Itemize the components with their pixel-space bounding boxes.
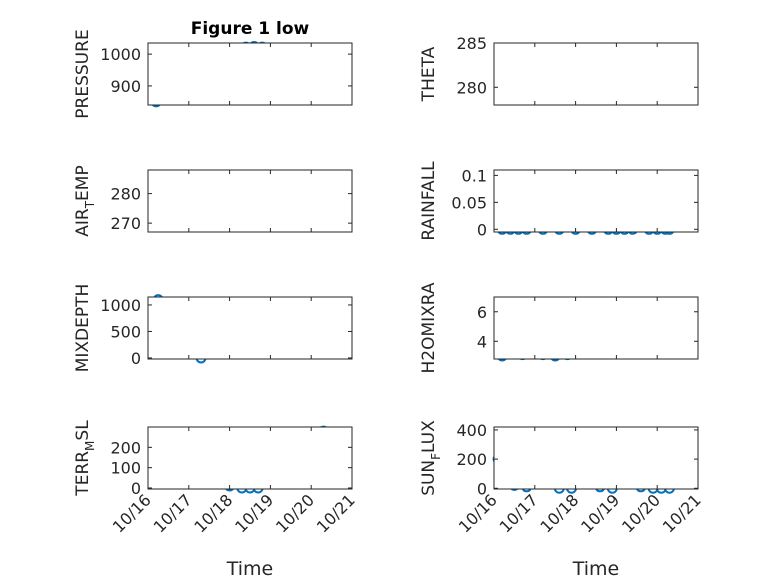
- y-tick-label: 0: [131, 349, 141, 368]
- axes-box: [147, 426, 353, 490]
- y-tick-label: 0.1: [462, 166, 487, 185]
- x-tick-label: 10/20: [272, 490, 318, 536]
- y-tick-label: 0: [477, 479, 487, 498]
- x-tick-label: 10/21: [313, 490, 359, 536]
- y-tick-label: 4: [477, 332, 487, 351]
- y-tick-label: 280: [456, 78, 487, 97]
- axes-box: [493, 426, 699, 490]
- x-tick-label: 10/17: [496, 490, 542, 536]
- y-tick-label: 100: [110, 459, 141, 478]
- chart-title: Figure 1 low: [191, 19, 310, 39]
- x-tick-label: 10/17: [150, 490, 196, 536]
- subplot-1: 900 1000 PRESSURE Figure 1 low: [73, 19, 353, 119]
- y-tick-label: 0: [477, 220, 487, 239]
- y-axis-label: MIXDEPTH: [73, 284, 93, 373]
- y-axis-label: PRESSURE: [73, 29, 93, 118]
- y-tick-label: 400: [456, 421, 487, 440]
- subplot-4: 0 0.05 0.1 RAINFALL: [419, 161, 699, 241]
- y-tick-label: 200: [110, 438, 141, 457]
- subplot-7: 010020010/1610/1710/1810/1910/2010/21Tim…: [73, 420, 359, 580]
- y-tick-label: 6: [477, 303, 487, 322]
- axes-box: [493, 42, 699, 106]
- x-tick-label: 10/20: [618, 490, 664, 536]
- y-tick-label: 200: [456, 450, 487, 469]
- y-tick-label: 900: [110, 77, 141, 96]
- x-tick-label: 10/19: [577, 490, 623, 536]
- y-tick-label: 0.05: [451, 193, 487, 212]
- y-tick-label: 500: [110, 322, 141, 341]
- x-tick-label: 10/18: [536, 490, 582, 536]
- y-axis-label: SUNFLUX: [419, 420, 443, 496]
- y-tick-label: 280: [110, 185, 141, 204]
- y-axis-label: RAINFALL: [419, 161, 439, 241]
- x-axis-label: Time: [226, 558, 274, 580]
- y-tick-label: 270: [110, 214, 141, 233]
- y-tick-label: 0: [131, 479, 141, 498]
- subplot-2: 280 285 THETA: [419, 34, 699, 106]
- subplot-3: 270 280 AIRTEMP: [73, 165, 353, 237]
- y-axis-label: AIRTEMP: [73, 165, 97, 236]
- y-tick-label: 285: [456, 34, 487, 53]
- subplot-5: 0 500 1000 MIXDEPTH: [73, 284, 353, 373]
- y-axis-label: H2OMIXRA: [419, 282, 439, 373]
- axes-box: [147, 296, 353, 360]
- axes-box: [493, 169, 699, 233]
- subplot-6: 4 6 H2OMIXRA: [419, 282, 699, 374]
- y-tick-label: 1000: [100, 296, 141, 315]
- axes-box: [147, 42, 353, 106]
- y-tick-label: 1000: [100, 45, 141, 64]
- x-axis-label: Time: [572, 558, 620, 580]
- subplot-8: 020040010/1610/1710/1810/1910/2010/21Tim…: [419, 420, 705, 580]
- x-tick-label: 10/19: [231, 490, 277, 536]
- y-axis-label: THETA: [419, 46, 439, 102]
- x-tick-label: 10/18: [190, 490, 236, 536]
- axes-box: [493, 296, 699, 360]
- y-axis-label: TERRMSL: [73, 420, 97, 497]
- axes-box: [147, 169, 353, 233]
- x-tick-label: 10/21: [659, 490, 705, 536]
